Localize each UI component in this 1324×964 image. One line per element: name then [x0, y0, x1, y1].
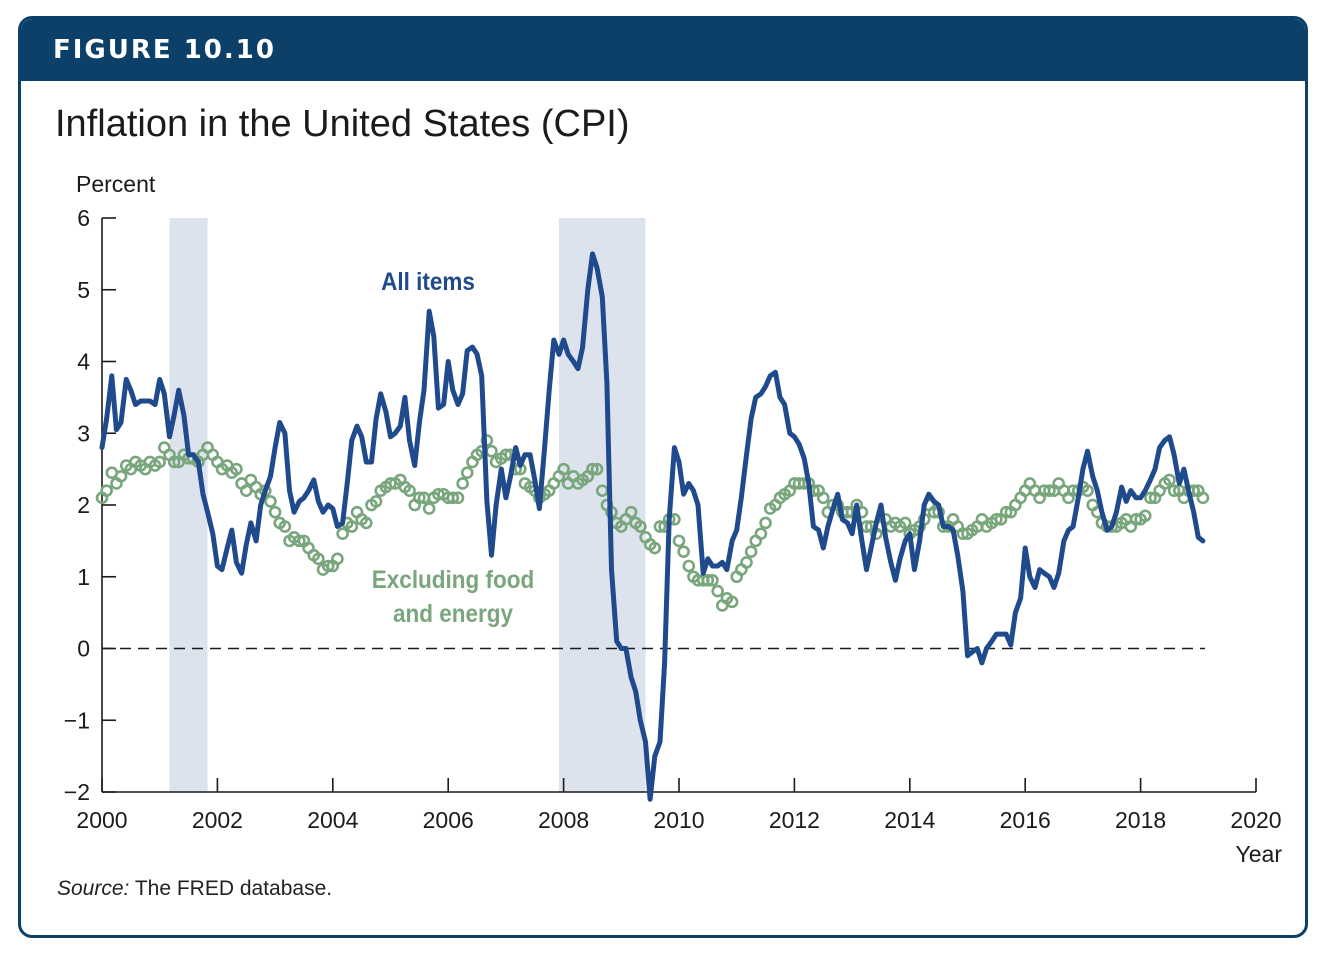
core-data-point: [648, 541, 662, 555]
x-tick-label: 2006: [423, 807, 474, 833]
core-data-point: [456, 477, 469, 490]
core-data-point: [278, 520, 292, 533]
y-tick-label: 6: [77, 205, 90, 231]
core-data-point: [816, 491, 830, 505]
figure-header: FIGURE 10.10: [21, 19, 1305, 81]
y-tick-label: 5: [77, 277, 90, 303]
core-data-point: [312, 552, 325, 566]
recession-bands: [169, 218, 646, 792]
core-data-point: [740, 556, 753, 569]
core-data-point: [403, 484, 416, 497]
core-data-point: [1081, 484, 1094, 497]
core-data-point: [677, 545, 690, 558]
core-data-point: [499, 448, 513, 462]
legend-core-line: and energy: [393, 600, 514, 628]
core-data-point: [268, 505, 282, 519]
core-data-point: [624, 505, 638, 519]
core-data-point: [422, 502, 436, 515]
core-data-point: [451, 491, 465, 505]
core-data-point: [153, 455, 166, 469]
core-series: [95, 434, 1210, 612]
y-tick-label: −1: [64, 707, 90, 733]
core-data-point: [345, 520, 359, 533]
chart-title: Inflation in the United States (CPI): [55, 103, 630, 145]
x-tick-label: 2008: [538, 807, 589, 833]
core-data-point: [460, 466, 474, 480]
core-data-point: [744, 545, 758, 558]
core-data-point: [990, 513, 1003, 526]
legend-excluding-food-and-energy: Excluding food and energy: [372, 566, 534, 628]
figure-label: FIGURE 10.10: [53, 35, 276, 65]
x-tick-label: 2004: [307, 807, 358, 833]
core-data-point: [359, 516, 373, 530]
x-tick-label: 2002: [192, 807, 243, 833]
y-tick-label: 4: [77, 349, 90, 375]
x-tick-label: 2000: [76, 807, 127, 833]
series-line-all-items: [99, 251, 1206, 802]
core-data-point: [706, 574, 719, 587]
y-tick-label: −2: [64, 779, 90, 805]
core-data-point: [711, 584, 724, 598]
recession-band-1: [169, 218, 208, 792]
x-tick-label: 2014: [884, 807, 935, 833]
core-data-point: [725, 595, 739, 609]
legend-all-items: All items: [381, 268, 475, 296]
core-data-point: [653, 520, 667, 533]
core-data-point: [672, 534, 686, 548]
core-data-point: [682, 559, 696, 573]
y-tick-label: 1: [77, 564, 90, 590]
core-data-point: [114, 469, 128, 483]
core-data-point: [293, 534, 306, 548]
x-tick-label: 2020: [1230, 807, 1281, 833]
core-data-point: [167, 455, 181, 469]
core-data-point: [321, 559, 335, 573]
core-data-point: [590, 462, 604, 476]
core-data-point: [759, 516, 772, 530]
legend-core-line: Excluding food: [372, 566, 534, 594]
core-data-point: [336, 527, 349, 541]
core-data-point: [1138, 509, 1152, 523]
y-axis-label: Percent: [76, 171, 156, 197]
core-data-point: [1144, 491, 1157, 505]
x-tick-label: 2012: [769, 807, 820, 833]
source-text: The FRED database.: [129, 877, 333, 900]
core-data-point: [898, 516, 912, 530]
source-prefix: Source:: [57, 877, 130, 900]
core-data-point: [701, 574, 715, 587]
core-data-point: [586, 462, 599, 476]
core-data-point: [634, 520, 647, 533]
core-data-point: [999, 505, 1013, 519]
x-tick-label: 2010: [653, 807, 704, 833]
core-data-point: [230, 462, 243, 476]
y-tick-label: 0: [77, 636, 90, 662]
core-data-point: [754, 527, 768, 541]
x-tick-label: 2018: [1115, 807, 1166, 833]
source-note: Source: The FRED database.: [57, 877, 332, 901]
x-axis-label: Year: [1236, 841, 1283, 867]
y-tick-label: 3: [77, 420, 90, 446]
core-data-point: [1043, 484, 1056, 497]
x-tick-label: 2016: [1000, 807, 1051, 833]
core-data-point: [1163, 473, 1176, 487]
core-data-point: [557, 462, 570, 476]
core-data-point: [264, 495, 277, 508]
core-data-point: [1196, 491, 1210, 505]
core-data-point: [446, 491, 460, 505]
core-data-point: [369, 495, 383, 508]
core-data-point: [100, 484, 113, 497]
core-data-point: [485, 444, 498, 458]
y-tick-label: 2: [77, 492, 90, 518]
core-data-point: [413, 491, 426, 505]
core-data-point: [331, 552, 344, 566]
core-data-point: [1167, 484, 1181, 497]
